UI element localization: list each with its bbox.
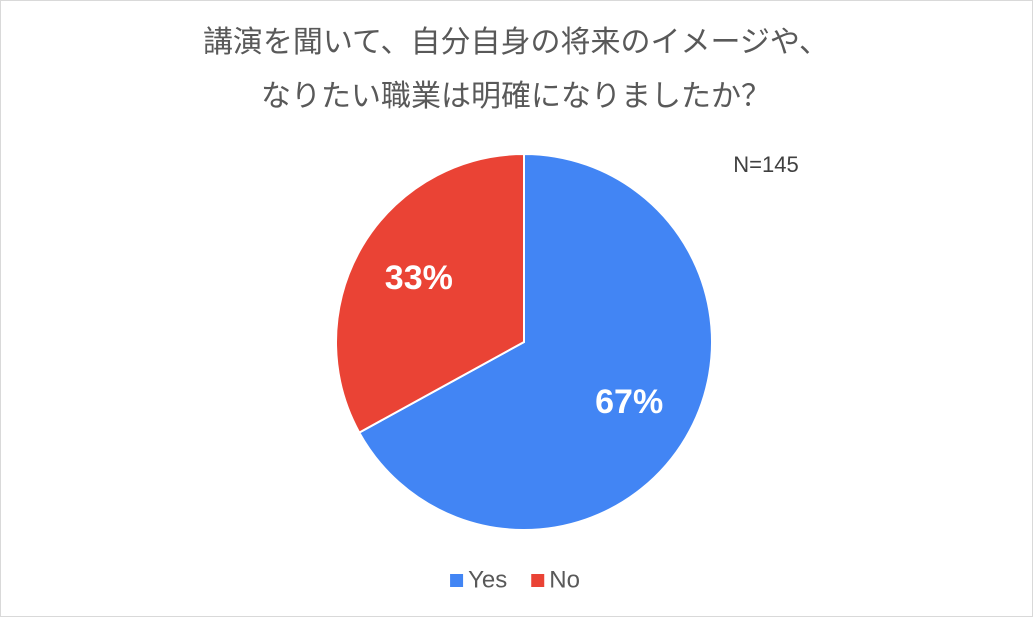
data-label: 33% [385,259,453,297]
annotation: N=145 [733,152,798,177]
data-label: 67% [595,383,663,421]
legend-swatch [531,574,545,587]
legend-label: Yes [468,566,507,593]
legend-label: No [549,566,580,593]
pie-slice [335,152,525,434]
pie-slice [357,152,713,531]
legend-swatch [450,574,464,587]
chart-title: なりたい職業は明確になりましたか？ [261,80,771,113]
chart-title: 講演を聞いて、自分自身の将来のイメージや、 [203,26,829,59]
